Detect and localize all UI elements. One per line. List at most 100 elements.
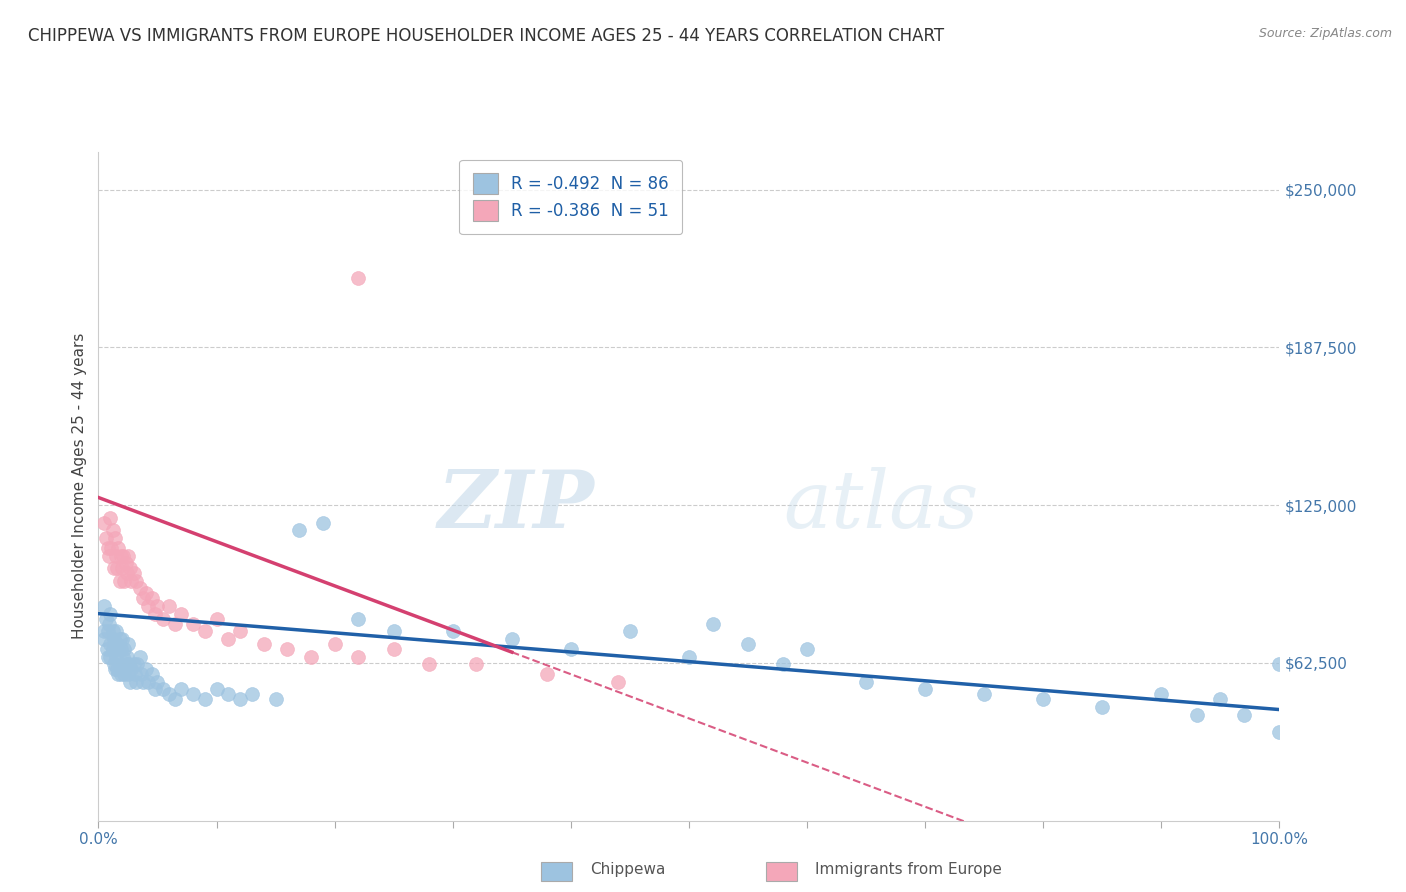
Point — [1209, 692, 1232, 706]
Point — [105, 637, 128, 651]
Y-axis label: Householder Income Ages 25 - 44 years: Householder Income Ages 25 - 44 years — [72, 333, 87, 640]
Point — [110, 549, 132, 563]
Point — [127, 657, 149, 672]
Point — [103, 657, 125, 672]
Point — [96, 642, 118, 657]
Point — [165, 692, 187, 706]
Point — [1268, 657, 1291, 672]
Point — [124, 667, 146, 681]
Point — [1268, 725, 1291, 739]
Point — [441, 624, 464, 639]
Point — [111, 561, 134, 575]
Point — [276, 642, 298, 657]
Point — [132, 674, 155, 689]
Point — [136, 674, 159, 689]
Point — [194, 624, 217, 639]
Point — [264, 692, 287, 706]
Text: CHIPPEWA VS IMMIGRANTS FROM EUROPE HOUSEHOLDER INCOME AGES 25 - 44 YEARS CORRELA: CHIPPEWA VS IMMIGRANTS FROM EUROPE HOUSE… — [28, 27, 945, 45]
Point — [105, 624, 128, 639]
Text: Immigrants from Europe: Immigrants from Europe — [815, 863, 1002, 877]
Point — [98, 616, 121, 631]
Point — [146, 599, 169, 613]
Point — [288, 524, 311, 538]
Point — [347, 271, 370, 285]
Point — [108, 632, 131, 646]
Point — [914, 682, 936, 697]
Point — [181, 687, 204, 701]
Point — [1233, 707, 1256, 722]
Point — [128, 649, 150, 664]
Point — [146, 674, 169, 689]
Point — [312, 516, 335, 530]
Point — [107, 541, 129, 555]
Point — [1185, 707, 1208, 722]
Text: Chippewa: Chippewa — [591, 863, 666, 877]
Point — [128, 582, 150, 596]
Point — [93, 632, 115, 646]
Point — [105, 549, 128, 563]
Point — [347, 649, 370, 664]
Point — [97, 649, 120, 664]
Point — [229, 624, 252, 639]
Point — [105, 662, 128, 676]
Point — [120, 561, 142, 575]
Point — [101, 642, 124, 657]
Point — [104, 662, 127, 676]
Point — [323, 637, 346, 651]
Point — [619, 624, 641, 639]
Point — [143, 607, 166, 621]
Point — [465, 657, 488, 672]
Point — [114, 556, 136, 570]
Point — [120, 674, 142, 689]
Point — [217, 687, 239, 701]
Point — [382, 624, 405, 639]
Point — [152, 682, 174, 697]
Point — [253, 637, 276, 651]
Point — [678, 649, 700, 664]
Point — [299, 649, 322, 664]
Point — [501, 632, 523, 646]
Point — [1150, 687, 1173, 701]
Point — [229, 692, 252, 706]
Point — [98, 649, 121, 664]
Point — [110, 667, 132, 681]
Point — [105, 649, 128, 664]
Point — [347, 612, 370, 626]
Point — [93, 599, 115, 613]
Point — [93, 516, 115, 530]
Point — [132, 591, 155, 606]
Point — [170, 607, 193, 621]
Legend: R = -0.492  N = 86, R = -0.386  N = 51: R = -0.492 N = 86, R = -0.386 N = 51 — [460, 160, 682, 234]
Point — [97, 541, 120, 555]
Point — [152, 612, 174, 626]
Point — [157, 599, 180, 613]
Point — [94, 531, 117, 545]
Point — [98, 637, 121, 651]
Point — [141, 591, 163, 606]
Point — [973, 687, 995, 701]
Point — [194, 692, 217, 706]
Point — [737, 637, 759, 651]
Point — [101, 524, 124, 538]
Point — [112, 667, 135, 681]
Point — [855, 674, 877, 689]
Point — [165, 616, 187, 631]
Point — [118, 657, 141, 672]
Point — [115, 566, 138, 581]
Point — [536, 667, 558, 681]
Point — [1091, 700, 1114, 714]
Point — [111, 662, 134, 676]
Point — [205, 612, 228, 626]
Point — [108, 574, 131, 588]
Point — [110, 642, 132, 657]
Point — [112, 549, 135, 563]
Point — [103, 561, 125, 575]
Point — [112, 574, 135, 588]
Point — [136, 599, 159, 613]
Point — [135, 586, 157, 600]
Point — [796, 642, 818, 657]
Text: atlas: atlas — [783, 467, 979, 545]
Point — [98, 549, 121, 563]
Point — [125, 674, 148, 689]
Point — [98, 510, 121, 524]
